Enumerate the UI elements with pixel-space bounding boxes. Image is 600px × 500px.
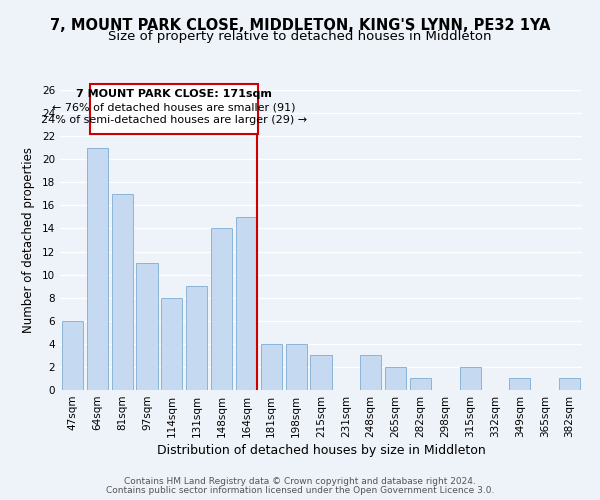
- Bar: [385, 367, 406, 390]
- Text: Contains HM Land Registry data © Crown copyright and database right 2024.: Contains HM Land Registry data © Crown c…: [124, 477, 476, 486]
- Bar: [286, 344, 307, 390]
- Text: ← 76% of detached houses are smaller (91): ← 76% of detached houses are smaller (91…: [52, 102, 296, 112]
- Bar: [261, 344, 282, 390]
- Text: Size of property relative to detached houses in Middleton: Size of property relative to detached ho…: [108, 30, 492, 43]
- Bar: [236, 217, 257, 390]
- Bar: [509, 378, 530, 390]
- Bar: [87, 148, 108, 390]
- Bar: [186, 286, 207, 390]
- Bar: [161, 298, 182, 390]
- Bar: [460, 367, 481, 390]
- Text: Contains public sector information licensed under the Open Government Licence 3.: Contains public sector information licen…: [106, 486, 494, 495]
- Bar: [360, 356, 381, 390]
- Y-axis label: Number of detached properties: Number of detached properties: [22, 147, 35, 333]
- Bar: [310, 356, 332, 390]
- Bar: [410, 378, 431, 390]
- FancyBboxPatch shape: [91, 84, 257, 134]
- Text: 7 MOUNT PARK CLOSE: 171sqm: 7 MOUNT PARK CLOSE: 171sqm: [76, 89, 272, 99]
- Bar: [559, 378, 580, 390]
- Text: 24% of semi-detached houses are larger (29) →: 24% of semi-detached houses are larger (…: [41, 116, 307, 126]
- Bar: [211, 228, 232, 390]
- Bar: [62, 321, 83, 390]
- X-axis label: Distribution of detached houses by size in Middleton: Distribution of detached houses by size …: [157, 444, 485, 457]
- Bar: [136, 263, 158, 390]
- Bar: [112, 194, 133, 390]
- Text: 7, MOUNT PARK CLOSE, MIDDLETON, KING'S LYNN, PE32 1YA: 7, MOUNT PARK CLOSE, MIDDLETON, KING'S L…: [50, 18, 550, 32]
